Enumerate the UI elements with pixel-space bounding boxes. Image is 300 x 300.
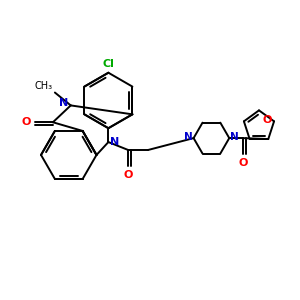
Text: O: O (263, 115, 272, 125)
Text: O: O (124, 170, 133, 180)
Text: O: O (22, 117, 31, 127)
Text: Cl: Cl (103, 59, 114, 69)
Text: N: N (110, 137, 120, 147)
Text: CH₃: CH₃ (35, 81, 53, 91)
Text: N: N (184, 132, 193, 142)
Text: N: N (230, 132, 239, 142)
Text: O: O (238, 158, 248, 168)
Text: N: N (58, 98, 68, 108)
